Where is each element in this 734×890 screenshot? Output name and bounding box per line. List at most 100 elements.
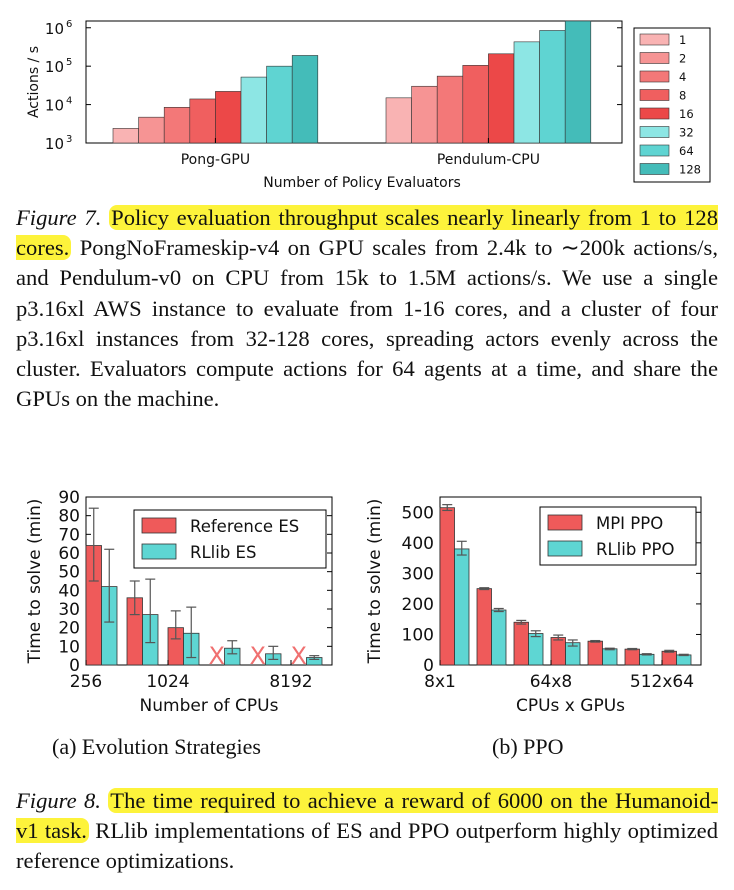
legend-label: 8 [679, 89, 686, 103]
legend-swatch [639, 70, 670, 83]
y-tick-label: 10 [45, 58, 64, 76]
y-tick-label: 100 [402, 625, 434, 645]
y-tick-label: 10 [58, 637, 80, 657]
bar-mpi-ppo [550, 637, 566, 666]
legend-label: RLlib PPO [596, 540, 674, 559]
x-axis-label: Number of CPUs [140, 696, 279, 716]
legend-swatch [639, 163, 670, 175]
legend-label: RLlib ES [190, 543, 256, 562]
missing-marker: X [250, 642, 266, 670]
y-tick-label: 400 [402, 534, 434, 554]
y-tick-exponent: 5 [66, 57, 72, 68]
bar-pendulum-cpu-4 [436, 75, 464, 144]
legend-swatch [639, 126, 670, 138]
missing-marker: X [291, 642, 307, 670]
y-tick-label: 80 [58, 507, 80, 527]
bar-pong-gpu-32 [240, 76, 267, 144]
bar-mpi-ppo [513, 621, 529, 666]
y-tick-label: 0 [69, 656, 80, 676]
missing-marker: X [209, 642, 225, 670]
figure-8a-subcaption: (a) Evolution Strategies [52, 734, 261, 759]
bar-mpi-ppo [624, 648, 640, 666]
x-tick-label: 64x8 [530, 672, 573, 692]
y-tick-label: 300 [402, 564, 434, 584]
x-tick-label: 8192 [269, 672, 312, 692]
bar-rllib-ppo [454, 548, 470, 666]
bar-rllib-ppo [639, 653, 655, 666]
x-tick-label: 256 [70, 672, 102, 692]
y-tick-label: 60 [58, 544, 80, 564]
legend-swatch [639, 52, 670, 64]
y-tick-label: 10 [45, 97, 64, 115]
x-tick-label: Pendulum-CPU [437, 152, 540, 168]
legend-label: 1 [679, 33, 686, 47]
y-tick-label: 40 [58, 581, 80, 601]
legend-swatch [639, 33, 670, 46]
bar-pong-gpu-16 [215, 91, 242, 144]
bar-pendulum-cpu-1 [385, 97, 412, 144]
bar-rllib-ppo [676, 654, 692, 666]
figure-8-caption: Figure 8. The time required to achieve a… [16, 786, 719, 877]
legend-label: 16 [679, 107, 694, 121]
figure-8b-subcaption: (b) PPO [492, 734, 564, 759]
bar-pendulum-cpu-128 [564, 20, 592, 144]
bar-rllib-ppo [528, 633, 544, 666]
bar-mpi-ppo [476, 588, 492, 666]
legend-label: 128 [679, 163, 701, 177]
y-tick-exponent: 6 [66, 19, 72, 30]
figure-8-label: Figure 8. [16, 788, 101, 813]
legend-label: 2 [679, 52, 686, 66]
bar-mpi-ppo [587, 640, 603, 666]
x-axis-label: CPUs x GPUs [516, 696, 625, 716]
y-tick-label: 90 [58, 488, 80, 508]
bar-mpi-ppo [439, 507, 455, 666]
y-axis-label: Time to solve (min) [25, 499, 45, 665]
y-tick-label: 50 [58, 563, 80, 583]
legend-label: 4 [679, 70, 686, 84]
bar-pong-gpu-128 [291, 55, 319, 144]
legend-box [633, 27, 711, 183]
bar-pong-gpu-4 [163, 106, 191, 144]
bar-rllib-ppo [602, 648, 618, 666]
y-tick-label: 20 [58, 619, 80, 639]
legend-swatch [639, 144, 670, 157]
x-tick-label: 1024 [146, 672, 189, 692]
y-tick-exponent: 4 [66, 96, 72, 107]
y-tick-label: 10 [45, 135, 64, 153]
x-tick-label: Pong-GPU [181, 152, 250, 168]
x-tick-label: 8x1 [424, 672, 456, 692]
plot-frame [85, 20, 623, 144]
legend-swatch [547, 514, 583, 531]
legend-label: Reference ES [190, 517, 299, 536]
y-axis-label: Actions / s [26, 46, 42, 118]
figure-8b-chart: 0 100 200 300 400 500 Time to solve (min) 8x1 64… [365, 496, 702, 716]
legend-label: MPI PPO [596, 514, 663, 533]
bar-pong-gpu-64 [266, 65, 293, 144]
figure-7-text: PongNoFrameskip-v4 on GPU scales from 2.… [16, 235, 718, 412]
bar-pong-gpu-2 [138, 116, 165, 144]
figure-7-label: Figure 7. [16, 205, 102, 230]
legend-swatch [639, 107, 670, 120]
legend-swatch [639, 89, 670, 101]
bar-pendulum-cpu-32 [513, 41, 540, 144]
x-axis-label: Number of Policy Evaluators [263, 175, 461, 191]
figure-7-caption: Figure 7. Policy evaluation throughput s… [16, 203, 718, 414]
bar-pendulum-cpu-8 [462, 65, 489, 144]
bar-mpi-ppo [661, 650, 677, 666]
y-tick-label: 70 [58, 525, 80, 545]
y-tick-exponent: 3 [66, 134, 72, 145]
legend-label: 32 [679, 126, 694, 140]
legend-swatch [547, 540, 583, 557]
y-tick-label: 0 [423, 656, 434, 676]
legend-swatch [141, 543, 177, 560]
legend-swatch [141, 517, 177, 534]
bar-rllib-ppo [491, 609, 507, 666]
x-tick-label: 512x64 [630, 672, 694, 692]
y-tick-label: 10 [45, 20, 64, 38]
legend-label: 64 [679, 144, 694, 158]
figure-8-text: RLlib implementations of ES and PPO outp… [16, 818, 718, 874]
y-tick-label: 200 [402, 595, 434, 615]
y-tick-label: 500 [402, 503, 434, 523]
